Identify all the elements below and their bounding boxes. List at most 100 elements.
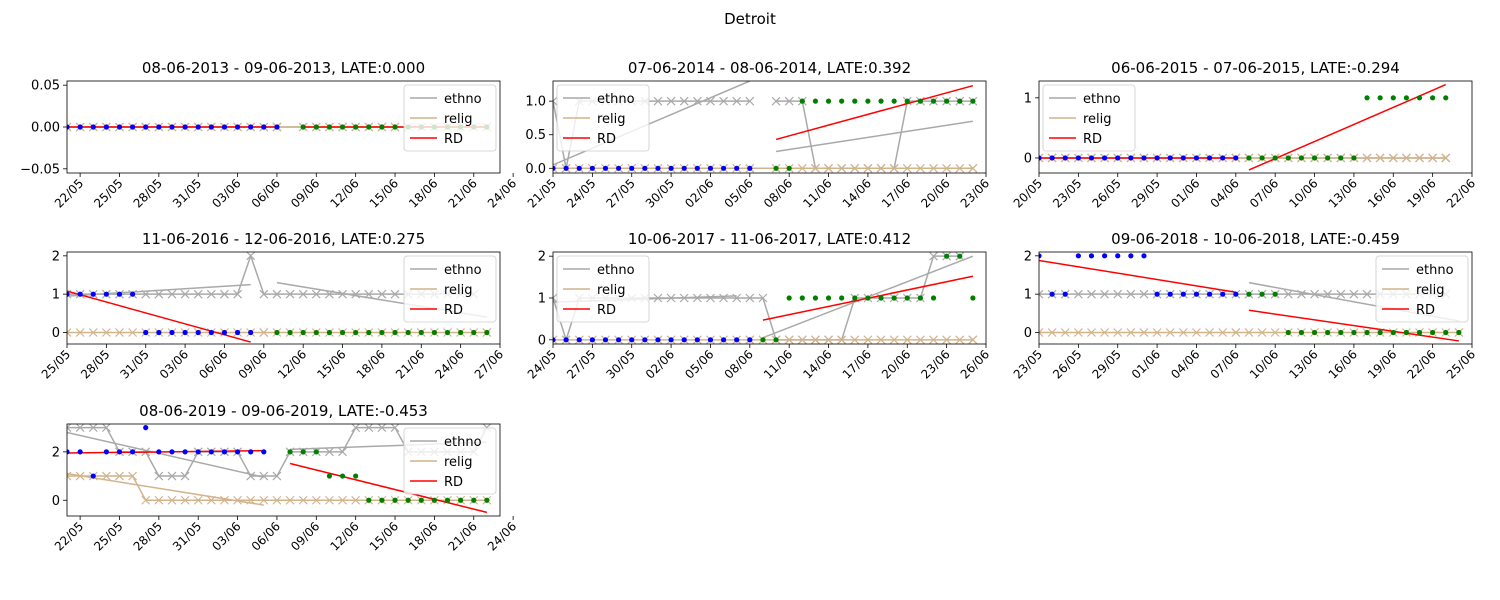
post-point bbox=[1325, 155, 1331, 161]
post-point bbox=[444, 329, 451, 336]
pre-point bbox=[208, 449, 214, 455]
pre-point bbox=[116, 449, 123, 455]
x-tick-label: 14/06 bbox=[840, 176, 874, 210]
ethno-marker bbox=[377, 289, 387, 299]
y-tick-label: 0.0 bbox=[525, 162, 546, 177]
ethno-line bbox=[776, 100, 973, 170]
x-tick-label: 24/05 bbox=[525, 347, 559, 381]
pre-point bbox=[195, 329, 201, 336]
x-tick-label: 20/06 bbox=[918, 176, 952, 210]
post-point bbox=[339, 329, 346, 336]
x-tick-label: 03/06 bbox=[157, 347, 191, 381]
post-point bbox=[957, 98, 963, 104]
relig-marker bbox=[942, 163, 952, 173]
pre-point bbox=[1154, 291, 1160, 297]
axes-frame bbox=[66, 423, 501, 517]
pre-point bbox=[130, 291, 136, 297]
post-point bbox=[852, 295, 858, 301]
pre-point bbox=[707, 165, 714, 171]
post-point bbox=[944, 253, 950, 259]
legend-label-ethno: ethno bbox=[444, 435, 482, 450]
relig-marker bbox=[180, 495, 190, 505]
x-tick-label: 26/05 bbox=[1089, 176, 1123, 210]
post-point bbox=[1298, 329, 1305, 336]
ethno-marker bbox=[272, 289, 282, 299]
post-point bbox=[760, 337, 766, 343]
ethno-marker bbox=[101, 424, 111, 433]
relig-marker bbox=[1039, 153, 1044, 163]
ethno-marker bbox=[259, 471, 269, 481]
pre-point bbox=[77, 449, 83, 455]
x-tick-label: 29/05 bbox=[1129, 176, 1163, 210]
post-point bbox=[471, 329, 477, 336]
x-tick-label: 31/05 bbox=[117, 347, 151, 381]
x-tick-label: 25/05 bbox=[39, 347, 73, 381]
y-tick-label: 1 bbox=[52, 288, 60, 303]
post-point bbox=[891, 98, 897, 104]
ethno-marker bbox=[1310, 289, 1319, 299]
pre-point bbox=[156, 124, 162, 130]
plot-area bbox=[1039, 83, 1451, 171]
legend-label-relig: relig bbox=[444, 283, 473, 298]
post-point bbox=[1338, 329, 1344, 336]
relig-marker bbox=[101, 328, 111, 337]
relig-marker bbox=[942, 335, 952, 344]
pre-point bbox=[156, 329, 162, 336]
relig-marker bbox=[259, 495, 269, 505]
ethno-marker bbox=[784, 96, 794, 106]
ethno-marker bbox=[692, 96, 702, 106]
subplot-2: 07-06-2014 - 08-06-2014, LATE:0.392 0.0 0.… bbox=[525, 59, 992, 211]
ethno-marker bbox=[141, 289, 151, 299]
x-tick-label: 20/05 bbox=[1011, 176, 1045, 210]
rd-line bbox=[1248, 309, 1459, 342]
x-tick-label: 27/05 bbox=[603, 176, 637, 210]
rd-line bbox=[67, 290, 251, 343]
post-point bbox=[1246, 291, 1252, 297]
x-tick-label: 31/05 bbox=[170, 176, 204, 210]
rd-line bbox=[1248, 83, 1447, 171]
relig-marker bbox=[206, 495, 216, 505]
ethno-marker bbox=[75, 424, 85, 433]
relig-marker bbox=[128, 471, 138, 481]
relig-marker bbox=[351, 495, 361, 505]
x-tick-label: 19/06 bbox=[1365, 347, 1399, 381]
post-point bbox=[1443, 95, 1449, 101]
y-tick-label: 0.00 bbox=[31, 121, 60, 136]
ethno-marker bbox=[311, 289, 321, 299]
post-point bbox=[852, 98, 858, 104]
pre-point bbox=[103, 449, 109, 455]
x-tick-label: 24/06 bbox=[485, 519, 519, 553]
post-point bbox=[773, 337, 779, 343]
post-point bbox=[930, 295, 937, 301]
x-tick-label: 11/06 bbox=[800, 176, 834, 210]
legend-label-ethno: ethno bbox=[597, 263, 635, 278]
post-point bbox=[379, 329, 385, 336]
axes-frame bbox=[66, 251, 501, 345]
pre-point bbox=[1180, 155, 1186, 161]
figure-title: Detroit bbox=[724, 10, 776, 28]
x-tick-label: 25/06 bbox=[1444, 347, 1478, 381]
pre-point bbox=[602, 337, 609, 343]
legend-label-relig: relig bbox=[1416, 283, 1445, 298]
post-point bbox=[300, 124, 306, 130]
relig-marker bbox=[1165, 328, 1175, 337]
pre-point bbox=[103, 291, 109, 297]
x-tick-label: 21/05 bbox=[525, 176, 559, 210]
relig-marker bbox=[553, 163, 558, 173]
pre-point bbox=[1193, 155, 1200, 161]
post-point bbox=[825, 295, 832, 301]
post-point bbox=[1377, 95, 1383, 101]
post-point bbox=[313, 449, 319, 455]
ethno-marker bbox=[206, 289, 216, 299]
post-point bbox=[471, 497, 477, 503]
pre-point bbox=[221, 449, 228, 455]
post-point bbox=[1364, 329, 1370, 336]
x-tick-label: 15/06 bbox=[367, 176, 401, 210]
x-tick-label: 12/06 bbox=[327, 176, 361, 210]
post-point bbox=[418, 497, 424, 503]
post-point bbox=[1390, 95, 1396, 101]
x-tick-label: 03/06 bbox=[209, 176, 243, 210]
ethno-marker bbox=[719, 96, 729, 106]
x-tick-label: 28/05 bbox=[78, 347, 112, 381]
pre-point bbox=[130, 449, 136, 455]
